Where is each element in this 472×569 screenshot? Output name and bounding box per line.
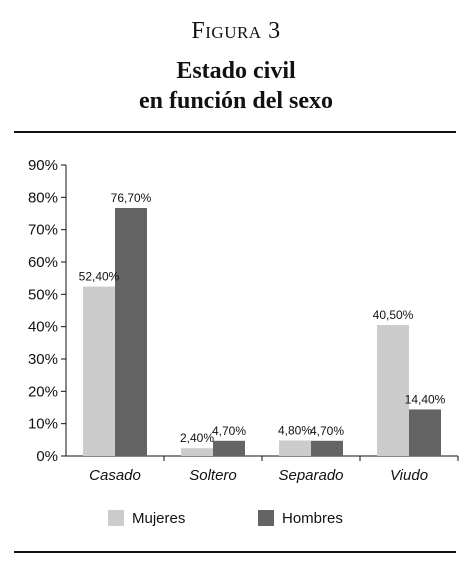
y-axis-ticks: 0% 10% 20% 30% 40% 50% 60% 70% 80% 90% xyxy=(28,157,66,465)
bottom-rule xyxy=(14,551,456,553)
legend-label-mujeres: Mujeres xyxy=(132,510,185,527)
bar-mujeres-casado xyxy=(83,286,115,456)
legend-label-hombres: Hombres xyxy=(282,510,343,527)
data-label: 14,40% xyxy=(405,392,446,406)
y-tick-label: 80% xyxy=(28,189,58,206)
y-tick-label: 90% xyxy=(28,157,58,174)
y-tick-label: 60% xyxy=(28,254,58,271)
bar-hombres-viudo xyxy=(409,409,441,456)
y-tick-label: 10% xyxy=(28,416,58,433)
bar-mujeres-soltero xyxy=(181,448,213,456)
bar-hombres-soltero xyxy=(213,440,245,456)
top-rule xyxy=(14,131,456,133)
x-category-label: Viudo xyxy=(390,467,428,484)
legend-swatch-mujeres xyxy=(108,510,124,526)
chart-title: Estado civil en función del sexo xyxy=(0,56,472,116)
chart-title-line-2: en función del sexo xyxy=(138,88,333,114)
data-label: 4,70% xyxy=(212,424,246,438)
legend-swatch-hombres xyxy=(258,510,274,526)
data-label: 4,80% xyxy=(278,423,312,437)
x-axis-categories: Casado Soltero Separado Viudo xyxy=(89,456,459,484)
bar-mujeres-separado xyxy=(279,440,311,456)
x-category-label: Separado xyxy=(278,467,343,484)
data-label: 76,70% xyxy=(111,191,152,205)
y-tick-label: 0% xyxy=(36,448,58,465)
y-tick-label: 40% xyxy=(28,319,58,336)
chart-bars xyxy=(83,208,441,456)
figure-label: Figura 3 xyxy=(191,18,281,44)
x-category-label: Casado xyxy=(89,467,141,484)
data-label: 40,50% xyxy=(373,308,414,322)
chart-data-labels: 52,40%76,70%2,40%4,70% 4,80%4,70%40,50%14… xyxy=(79,191,446,445)
data-label: 4,70% xyxy=(310,424,344,438)
bar-hombres-casado xyxy=(115,208,147,456)
y-tick-label: 50% xyxy=(28,286,58,303)
chart-title-line-1: Estado civil xyxy=(176,58,296,84)
data-label: 2,40% xyxy=(180,431,214,445)
data-label: 52,40% xyxy=(79,270,120,284)
y-tick-label: 20% xyxy=(28,383,58,400)
y-tick-label: 30% xyxy=(28,351,58,368)
x-category-label: Soltero xyxy=(189,467,237,484)
bar-mujeres-viudo xyxy=(377,325,409,456)
y-tick-label: 70% xyxy=(28,222,58,239)
bar-hombres-separado xyxy=(311,440,343,456)
chart-legend: Mujeres Hombres xyxy=(108,510,343,527)
